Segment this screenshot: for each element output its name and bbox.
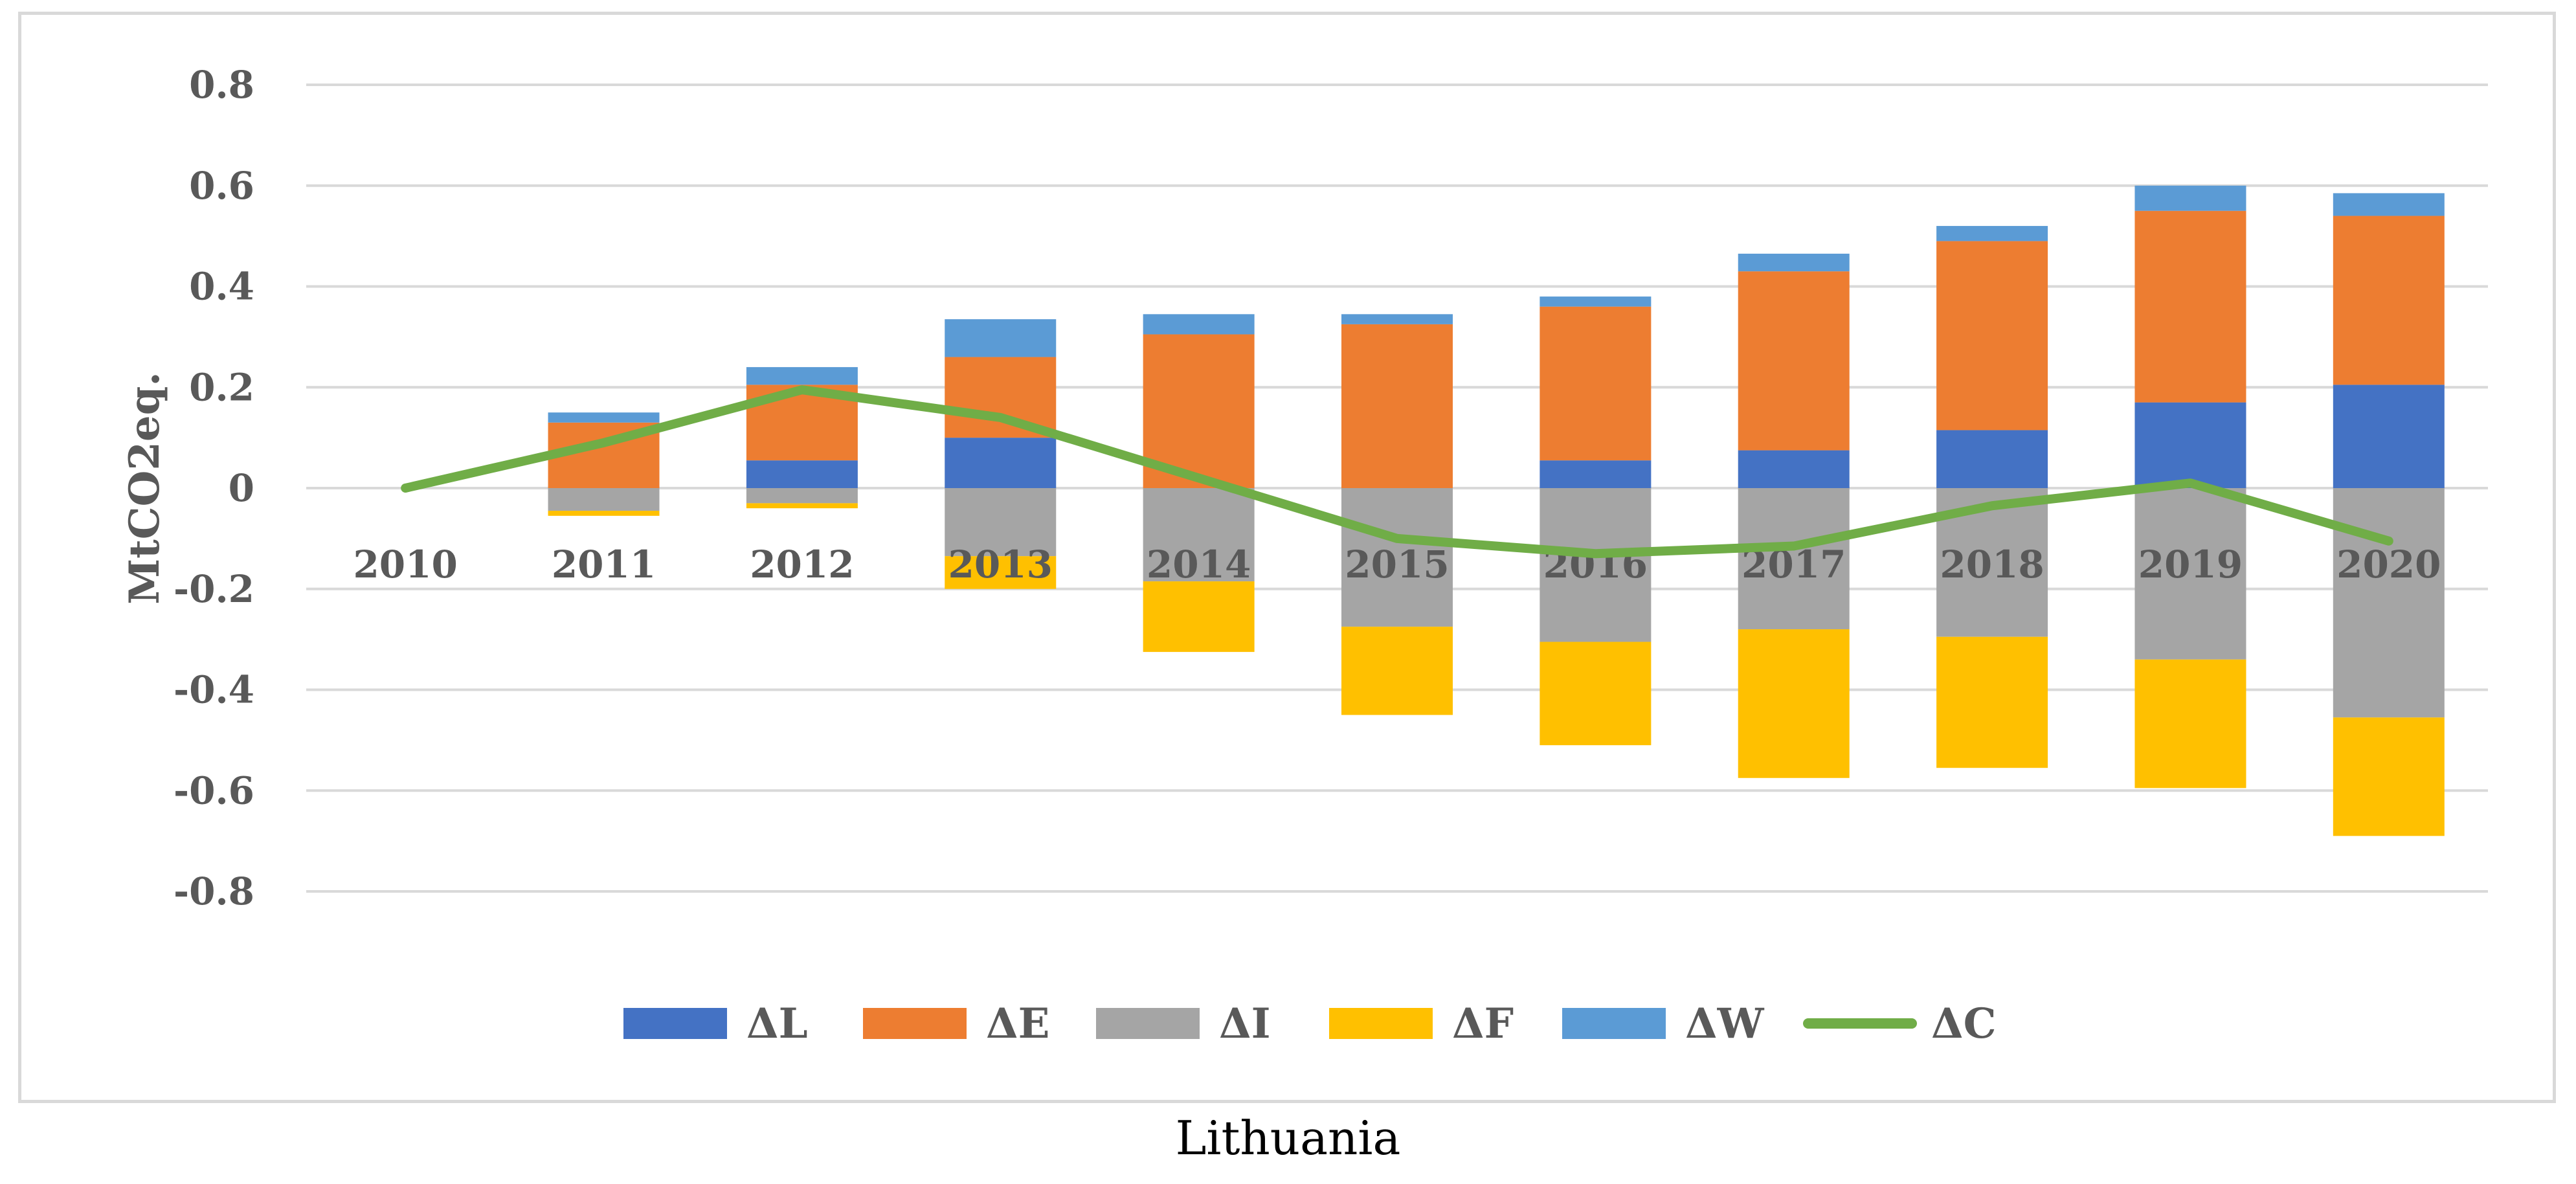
legend-swatch — [1329, 1008, 1433, 1039]
line-point — [1198, 477, 1200, 479]
bar-delta-e-2015 — [1341, 324, 1453, 488]
bar-delta-i-2015 — [1341, 488, 1453, 627]
y-tick-label: -0.6 — [174, 768, 254, 812]
legend-label: ΔF — [1452, 1000, 1514, 1048]
line-point — [603, 441, 605, 443]
bar-delta-f-2016 — [1540, 642, 1652, 746]
bar-delta-w-2013 — [945, 319, 1057, 357]
legend-item-delta-l: ΔL — [623, 1000, 808, 1048]
y-tick-labels: 0.8 0.6 0.4 0.2 0 -0.2 -0.4 -0.6 -0.8 — [174, 63, 254, 913]
bar-delta-w-2016 — [1540, 296, 1652, 307]
line-point — [2190, 482, 2191, 484]
bar-delta-l-2019 — [2134, 402, 2246, 488]
bar-delta-f-2011 — [548, 511, 660, 516]
bar-delta-w-2012 — [746, 367, 858, 385]
chart-frame: 0.8 0.6 0.4 0.2 0 -0.2 -0.4 -0.6 -0.8 2010 2011 20… — [18, 12, 2556, 1103]
line-point — [1793, 545, 1795, 547]
line-point — [1991, 505, 1993, 507]
bar-delta-w-2020 — [2333, 193, 2445, 216]
legend-label: ΔI — [1219, 1000, 1271, 1048]
bar-delta-i-2019 — [2134, 488, 2246, 660]
bar-delta-l-2017 — [1738, 450, 1850, 488]
category-label: 2020 — [2336, 542, 2441, 586]
bar-delta-f-2012 — [746, 503, 858, 509]
legend-swatch — [1096, 1008, 1200, 1039]
category-label: 2015 — [1345, 542, 1449, 586]
legend-swatch — [623, 1008, 727, 1039]
bar-delta-w-2015 — [1341, 314, 1453, 324]
legend: ΔL ΔE ΔI ΔF ΔW ΔC — [623, 1000, 1997, 1048]
legend-swatch — [1562, 1008, 1666, 1039]
category-label: 2019 — [2138, 542, 2243, 586]
bar-delta-i-2020 — [2333, 488, 2445, 718]
bar-delta-l-2016 — [1540, 460, 1652, 488]
bar-delta-i-2011 — [548, 488, 660, 511]
bar-delta-i-2016 — [1540, 488, 1652, 642]
category-labels: 2010 2011 2012 2013 2014 2015 2016 2017 2018 2019… — [353, 542, 2441, 586]
bar-delta-f-2019 — [2134, 659, 2246, 788]
bar-delta-l-2013 — [945, 438, 1057, 488]
legend-label: ΔE — [986, 1000, 1049, 1048]
category-label: 2011 — [552, 542, 656, 586]
bar-delta-e-2017 — [1738, 271, 1850, 451]
legend-label: ΔW — [1685, 1000, 1765, 1048]
bar-delta-e-2020 — [2333, 216, 2445, 385]
line-point — [801, 389, 803, 391]
bar-delta-w-2017 — [1738, 253, 1850, 272]
legend-item-delta-e: ΔE — [863, 1000, 1049, 1048]
bar-delta-w-2014 — [1143, 314, 1255, 335]
legend-label: ΔC — [1931, 1000, 1997, 1048]
bar-delta-f-2020 — [2333, 717, 2445, 836]
bar-delta-f-2015 — [1341, 627, 1453, 715]
bar-delta-f-2017 — [1738, 629, 1850, 778]
line-point — [405, 487, 407, 489]
legend-item-delta-c: ΔC — [1803, 1000, 1997, 1048]
legend-item-delta-i: ΔI — [1096, 1000, 1271, 1048]
legend-item-delta-f: ΔF — [1329, 1000, 1514, 1048]
bar-delta-f-2014 — [1143, 581, 1255, 653]
chart-caption: Lithuania — [1175, 1111, 1401, 1165]
line-point — [1595, 553, 1596, 555]
bar-delta-l-2018 — [1936, 430, 2048, 488]
y-tick-label: 0.4 — [189, 265, 254, 309]
bar-delta-f-2018 — [1936, 636, 2048, 768]
bar-delta-w-2011 — [548, 412, 660, 423]
y-tick-label: -0.8 — [174, 869, 254, 913]
bar-delta-i-2013 — [945, 488, 1057, 557]
line-point — [1000, 416, 1002, 418]
line-point — [2388, 540, 2390, 542]
line-point — [1396, 537, 1398, 539]
y-tick-label: 0.6 — [189, 164, 254, 208]
y-tick-label: -0.2 — [174, 567, 254, 611]
bar-delta-l-2012 — [746, 460, 858, 488]
bar-delta-l-2020 — [2333, 385, 2445, 488]
y-axis-label: MtCO2eq. — [120, 372, 169, 604]
category-label: 2010 — [353, 542, 457, 586]
bar-delta-i-2017 — [1738, 488, 1850, 630]
bar-delta-w-2019 — [2134, 185, 2246, 211]
bar-delta-e-2019 — [2134, 210, 2246, 403]
bars-layer — [548, 185, 2445, 836]
category-label: 2012 — [750, 542, 854, 586]
legend-label: ΔL — [746, 1000, 808, 1048]
y-tick-label: 0 — [229, 466, 254, 510]
chart-svg: 0.8 0.6 0.4 0.2 0 -0.2 -0.4 -0.6 -0.8 2010 2011 20… — [120, 63, 2488, 1048]
y-tick-label: 0.8 — [189, 63, 254, 107]
y-tick-label: 0.2 — [189, 365, 254, 409]
bar-delta-f-2013 — [945, 556, 1057, 589]
legend-swatch — [863, 1008, 967, 1039]
bar-delta-e-2018 — [1936, 241, 2048, 430]
bar-delta-i-2014 — [1143, 488, 1255, 582]
category-label: 2013 — [948, 542, 1053, 586]
category-label: 2018 — [1940, 542, 2044, 586]
bar-delta-e-2016 — [1540, 306, 1652, 461]
line-layer — [401, 385, 2393, 559]
bar-delta-w-2018 — [1936, 226, 2048, 241]
bar-delta-i-2012 — [746, 488, 858, 504]
legend-item-delta-w: ΔW — [1562, 1000, 1765, 1048]
category-label: 2014 — [1147, 542, 1251, 586]
y-tick-label: -0.4 — [174, 668, 254, 712]
